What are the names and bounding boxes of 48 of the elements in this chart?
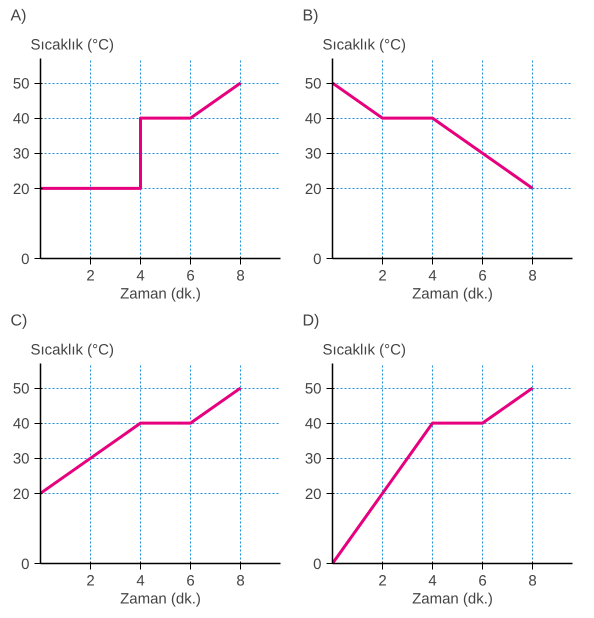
x-axis-title: Zaman (dk.) [412, 590, 493, 608]
y-tick-label: 30 [12, 146, 30, 163]
chart-title: C) [10, 312, 28, 330]
y-tick-label: 20 [12, 486, 30, 503]
y-tick-label: 20 [304, 486, 322, 503]
y-axis-title: Sıcaklık (°C) [322, 36, 406, 54]
chart-title: A) [10, 8, 26, 24]
y-tick-label: 40 [12, 416, 30, 433]
y-axis-title: Sıcaklık (°C) [322, 342, 406, 358]
x-tick-label: 8 [236, 268, 245, 284]
y-tick-label: 20 [304, 180, 322, 198]
chart-title: B) [302, 8, 318, 24]
x-tick-label: 4 [136, 572, 145, 590]
y-tick-label: 50 [12, 380, 30, 398]
x-tick-label: 4 [428, 268, 437, 284]
y-tick-label: 30 [304, 450, 322, 468]
x-tick-label: 2 [378, 572, 387, 590]
y-tick-label: 40 [304, 416, 322, 433]
x-axis-title: Zaman (dk.) [120, 590, 201, 608]
y-tick-label: 30 [304, 146, 322, 163]
x-tick-label: 4 [428, 572, 437, 590]
y-tick-label: 0 [313, 251, 322, 268]
chart-title: D) [302, 312, 320, 330]
y-tick-label: 50 [304, 76, 322, 93]
y-tick-label: 50 [304, 380, 322, 398]
x-tick-label: 8 [236, 572, 245, 590]
x-tick-label: 8 [528, 572, 537, 590]
x-tick-label: 6 [478, 268, 487, 284]
y-tick-label: 20 [12, 180, 30, 198]
x-axis-title: Zaman (dk.) [120, 286, 201, 302]
x-tick-label: 6 [186, 268, 195, 284]
x-tick-label: 6 [186, 572, 195, 590]
y-axis-title: Sıcaklık (°C) [30, 342, 114, 358]
x-tick-label: 4 [136, 268, 145, 284]
y-tick-label: 40 [12, 110, 30, 128]
y-tick-label: 0 [313, 556, 322, 573]
y-axis-title: Sıcaklık (°C) [30, 36, 114, 54]
y-tick-label: 0 [21, 251, 30, 268]
y-tick-label: 50 [12, 76, 30, 93]
x-tick-label: 8 [528, 268, 537, 284]
x-tick-label: 2 [378, 268, 387, 284]
x-axis-title: Zaman (dk.) [412, 286, 493, 302]
x-tick-label: 6 [478, 572, 487, 590]
y-tick-label: 30 [12, 450, 30, 468]
x-tick-label: 2 [86, 268, 95, 284]
x-tick-label: 2 [86, 572, 95, 590]
y-tick-label: 40 [304, 110, 322, 128]
y-tick-label: 0 [21, 556, 30, 573]
